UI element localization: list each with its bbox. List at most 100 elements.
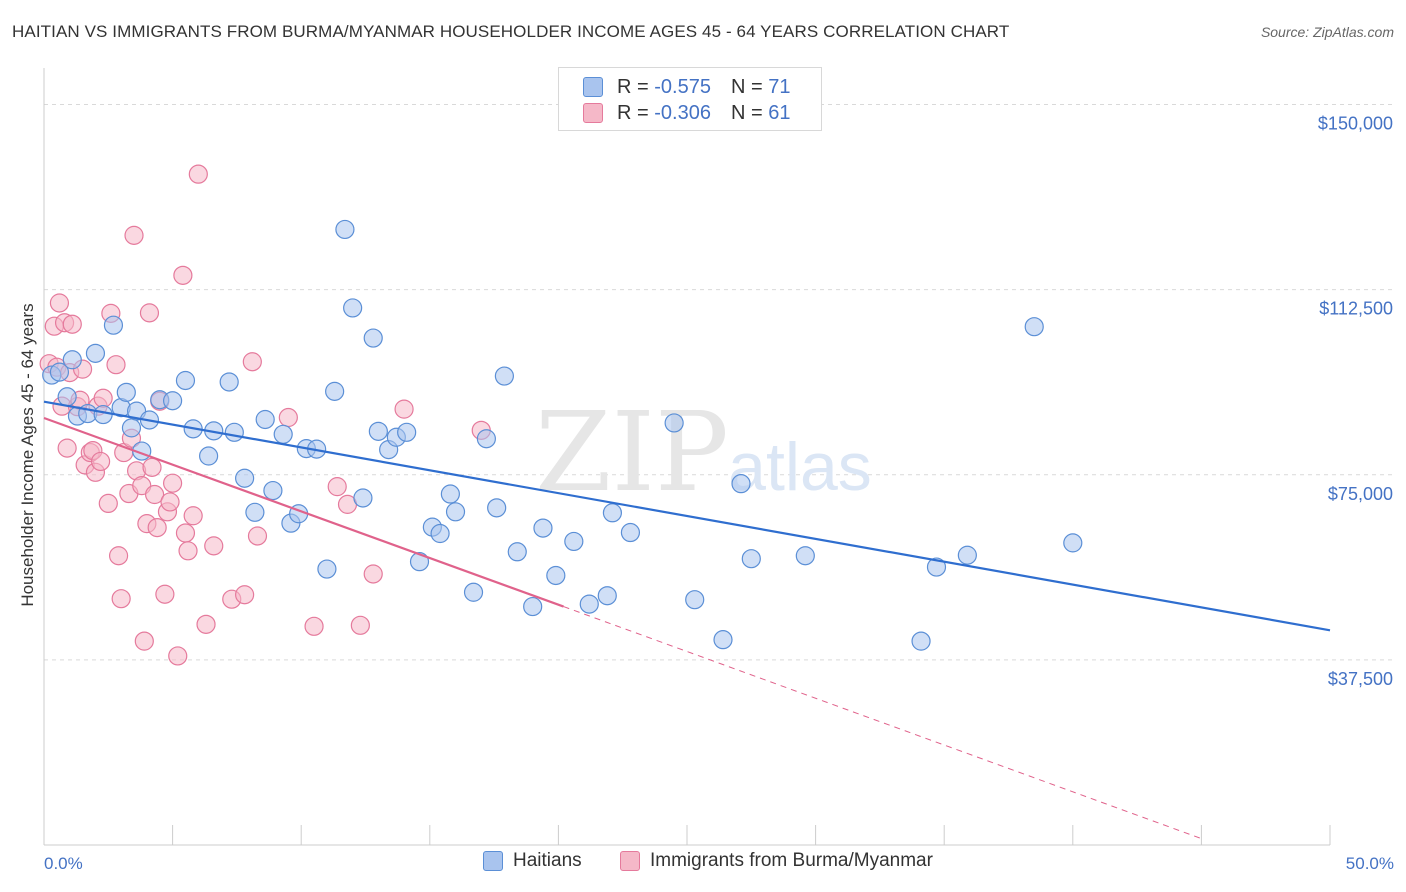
source-label: Source: ZipAtlas.com [1260, 24, 1394, 40]
haitian-point [685, 590, 705, 610]
burma-point [155, 584, 175, 604]
burma-point [139, 303, 160, 323]
burma-point [106, 355, 126, 375]
burma-legend-label: Immigrants from Burma/Myanmar [650, 850, 933, 871]
r-label: R = [617, 101, 649, 124]
legend-item-haitians[interactable]: Haitians [483, 850, 582, 872]
haitian-point [397, 422, 417, 442]
burma-point [93, 388, 113, 408]
burma-point [394, 399, 414, 419]
burma-point [62, 314, 82, 334]
y-tick-label: $150,000 [1318, 114, 1393, 134]
haitian-point [430, 523, 450, 544]
haitian-point [224, 422, 244, 442]
burma-point [111, 589, 131, 609]
burma-trend-line [43, 416, 564, 608]
chart-title: HAITIAN VS IMMIGRANTS FROM BURMA/MYANMAR… [12, 22, 1010, 41]
y-tick-label: $75,000 [1328, 484, 1393, 504]
legend-item-burma[interactable]: Immigrants from Burma/Myanmar [620, 850, 933, 872]
y-tick-labels: $37,500 $75,000 $112,500 $150,000 [1318, 114, 1393, 689]
haitian-point [664, 413, 684, 433]
burma-point [242, 352, 262, 372]
haitian-point [911, 631, 931, 651]
legend-row-haitians: R = -0.575 N = 71 [583, 75, 790, 99]
watermark: ZIP atlas [535, 388, 872, 516]
haitian-point [445, 502, 466, 522]
n-label: N = [730, 75, 763, 98]
burma-point [124, 225, 144, 245]
burma-point [134, 631, 154, 651]
burma-point [183, 506, 203, 526]
haitian-point [507, 542, 527, 562]
burma-trend-extension [563, 606, 1202, 840]
haitian-point [463, 582, 484, 602]
haitian-point [335, 219, 355, 240]
burma-r-value: -0.306 [654, 101, 711, 124]
y-tick-label: $37,500 [1328, 669, 1393, 689]
burma-point [57, 438, 77, 458]
haitian-point [175, 370, 196, 391]
haitians-legend-label: Haitians [513, 850, 582, 871]
haitian-point [713, 630, 733, 650]
haitian-point [325, 381, 345, 401]
haitian-point [343, 298, 363, 318]
haitian-point [546, 565, 566, 586]
burma-points [39, 164, 491, 666]
haitian-point [57, 387, 77, 407]
watermark-atlas: atlas [728, 429, 872, 505]
burma-swatch [583, 103, 603, 123]
haitian-point [353, 488, 373, 508]
burma-point [327, 477, 347, 497]
haitian-point [926, 557, 947, 577]
x-tick-labels: 0.0% 50.0% [44, 854, 1394, 873]
burma-point [49, 293, 70, 313]
burma-point [363, 564, 383, 584]
haitian-point [741, 549, 761, 569]
n-label: N = [730, 101, 763, 124]
trend-lines [43, 400, 1331, 840]
haitian-point [1024, 317, 1044, 337]
haitian-point [1063, 533, 1083, 553]
y-tick-label: $112,500 [1319, 299, 1393, 319]
burma-point [178, 541, 198, 561]
r-label: R = [617, 75, 649, 98]
burma-point [98, 493, 118, 514]
haitian-point [235, 468, 255, 488]
y-axis-label: Householder Income Ages 45 - 64 years [18, 303, 37, 606]
haitians-trend-line [43, 400, 1331, 632]
haitian-point [523, 596, 543, 617]
burma-point [196, 614, 216, 634]
haitian-point [199, 446, 219, 466]
axes [43, 68, 1331, 846]
haitian-point [273, 424, 293, 444]
x-tick-label-left: 0.0% [44, 854, 83, 873]
haitians-legend-swatch [483, 851, 503, 871]
haitian-point [49, 362, 70, 382]
haitian-point [579, 594, 599, 614]
burma-point [160, 492, 180, 512]
burma-point [90, 451, 111, 472]
stats-legend: R = -0.575 N = 71 R = -0.306 N = 61 [558, 67, 822, 131]
haitian-point [116, 382, 136, 402]
x-tick-label-right: 50.0% [1346, 854, 1394, 873]
haitians-r-value: -0.575 [654, 75, 711, 98]
haitian-point [255, 409, 275, 430]
burma-point [247, 526, 268, 546]
haitian-point [620, 522, 641, 543]
haitian-point [494, 366, 514, 386]
burma-legend-swatch [620, 851, 640, 871]
haitian-point [533, 518, 553, 538]
haitian-point [219, 372, 239, 392]
haitian-point [476, 429, 496, 449]
burma-point [278, 407, 298, 428]
haitian-point [163, 391, 183, 411]
haitian-point [103, 315, 124, 335]
haitian-point [597, 586, 617, 606]
haitian-points [42, 219, 1083, 651]
haitian-point [957, 545, 977, 565]
watermark-zip: ZIP [535, 388, 729, 516]
haitian-point [440, 484, 460, 504]
haitian-point [564, 531, 584, 552]
burma-point [144, 484, 165, 505]
